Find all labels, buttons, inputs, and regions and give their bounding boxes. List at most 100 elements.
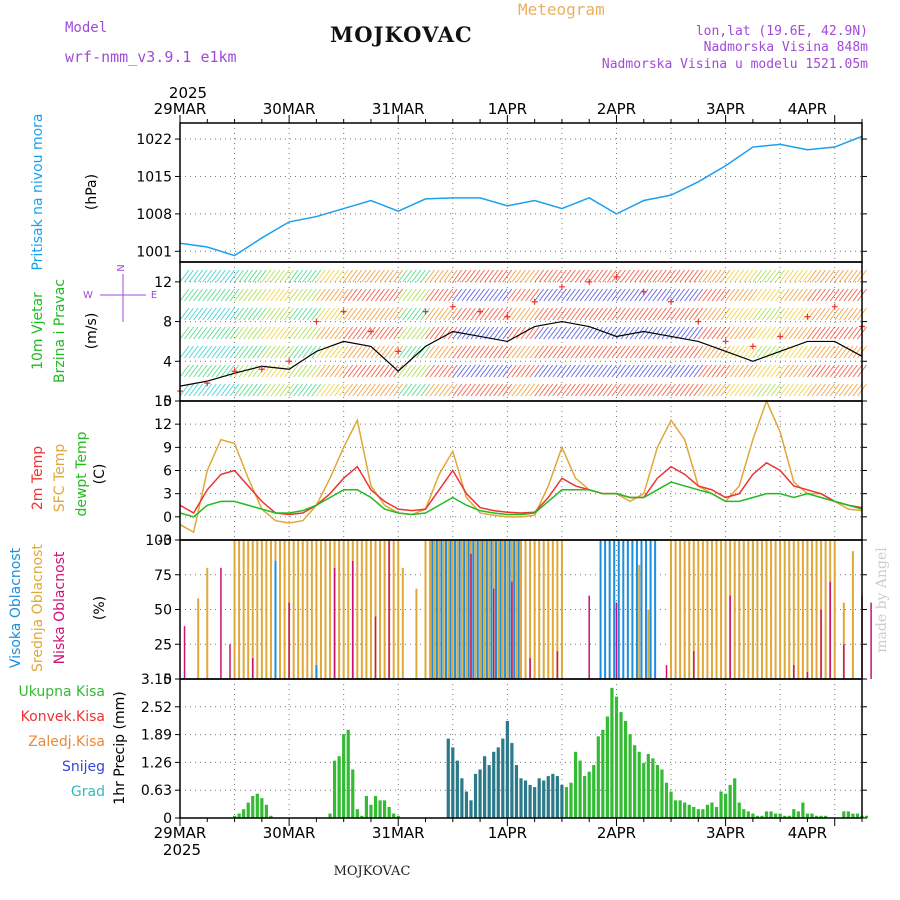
cloud-mid-bar xyxy=(483,540,486,679)
cloud-low-bar xyxy=(492,588,495,679)
cloud-high-bar xyxy=(458,540,461,679)
cloud-low-bar xyxy=(333,567,336,679)
wind-barb xyxy=(620,345,631,359)
wind-barb xyxy=(506,326,517,340)
wind-barb xyxy=(770,288,781,302)
cloud-mid-bar xyxy=(438,540,441,679)
wind-barb xyxy=(416,288,426,302)
precip-bar xyxy=(673,800,678,818)
wind-barb xyxy=(411,345,422,359)
ytick-label: 1008 xyxy=(136,207,172,223)
cloud-mid-bar xyxy=(688,540,691,679)
wind-barb xyxy=(556,288,567,302)
wind-barb xyxy=(229,269,240,283)
cloud-low-bar xyxy=(511,581,513,679)
wind-barb xyxy=(634,364,645,378)
wind-barb xyxy=(725,307,735,321)
wind-barb xyxy=(666,307,676,321)
wind-barb xyxy=(229,345,240,359)
wind-barb xyxy=(684,269,695,283)
wind-barb xyxy=(711,307,722,321)
wind-barb xyxy=(538,326,549,340)
wind-barb xyxy=(738,269,749,283)
wind-barb xyxy=(534,364,545,378)
wind-barb xyxy=(597,326,608,340)
cloud-high-bar xyxy=(604,540,607,679)
wind-barb xyxy=(211,383,222,397)
wind-barb xyxy=(593,345,604,359)
precip-bar xyxy=(792,809,796,818)
wind-barb xyxy=(188,345,199,359)
cloud-mid-bar xyxy=(238,540,241,679)
wind-barb xyxy=(720,326,731,340)
cloud-mid-bar xyxy=(833,540,836,679)
temp-2m-ylabel: 2m Temp xyxy=(30,446,46,510)
wind-barb xyxy=(188,288,199,302)
wind-barb xyxy=(225,383,235,397)
wind-barb xyxy=(338,288,349,302)
wind-barb xyxy=(693,364,704,378)
wind-barb xyxy=(657,307,667,321)
wind-barb xyxy=(184,364,194,378)
wind-barb xyxy=(225,288,235,302)
wind-barb xyxy=(679,326,690,340)
wind-barb xyxy=(347,288,358,302)
wind-barb xyxy=(720,364,731,378)
wind-barb xyxy=(611,326,622,340)
wind-barb xyxy=(734,288,745,302)
cloud-mid-bar xyxy=(647,609,650,679)
wind-barb xyxy=(788,269,799,283)
wind-barb xyxy=(456,345,467,359)
wind-barb xyxy=(193,383,204,397)
cloud-mid-bar xyxy=(529,540,532,679)
wind-barb xyxy=(384,364,395,378)
ytick-label: 15 xyxy=(154,394,172,410)
wind-barb xyxy=(707,383,717,397)
ytick-label: 1015 xyxy=(136,169,172,185)
wind-barb xyxy=(356,326,367,340)
cloud-mid-bar xyxy=(683,540,686,679)
wind-barb xyxy=(347,307,358,321)
precip-bar xyxy=(564,787,569,818)
wind-barb xyxy=(766,307,776,321)
cloud-mid-bar xyxy=(515,540,518,679)
wind-barb xyxy=(516,269,526,283)
wind-barb xyxy=(834,345,845,359)
wind-barb xyxy=(447,383,458,397)
wind-barb xyxy=(466,364,476,378)
cloud-mid-bar xyxy=(392,540,395,679)
wind-barb xyxy=(343,345,354,359)
wind-barb xyxy=(684,345,695,359)
wind-barb xyxy=(729,269,740,283)
wind-barb xyxy=(793,326,804,340)
wind-barb xyxy=(716,345,726,359)
wind-barb xyxy=(716,288,726,302)
cloud-mid-bar xyxy=(242,540,245,679)
wind-barb xyxy=(661,269,672,283)
wind-barb xyxy=(561,326,572,340)
precip-bar xyxy=(642,762,646,818)
wind-barb xyxy=(547,364,558,378)
cloud-low-bar xyxy=(729,595,731,679)
wind-barb xyxy=(847,383,858,397)
wind-barb xyxy=(225,345,235,359)
wind-barb xyxy=(493,288,504,302)
wind-barb xyxy=(325,288,335,302)
cloud-high-bar xyxy=(645,540,648,679)
wind-barb xyxy=(825,288,836,302)
wind-barb xyxy=(293,307,304,321)
precip-bar xyxy=(737,802,741,818)
wind-barb xyxy=(679,269,690,283)
wind-barb xyxy=(543,383,554,397)
wind-gust-marker xyxy=(504,313,511,320)
wind-barb xyxy=(506,364,517,378)
wind-barb xyxy=(529,345,540,359)
wind-gust-marker xyxy=(422,308,429,315)
ytick-label: 0 xyxy=(163,811,172,827)
wind-barb xyxy=(570,345,581,359)
wind-barb xyxy=(657,364,667,378)
precip-bar xyxy=(242,809,246,818)
wind-barb xyxy=(438,345,449,359)
wind-barb xyxy=(302,364,313,378)
wind-gust-marker xyxy=(313,318,320,325)
